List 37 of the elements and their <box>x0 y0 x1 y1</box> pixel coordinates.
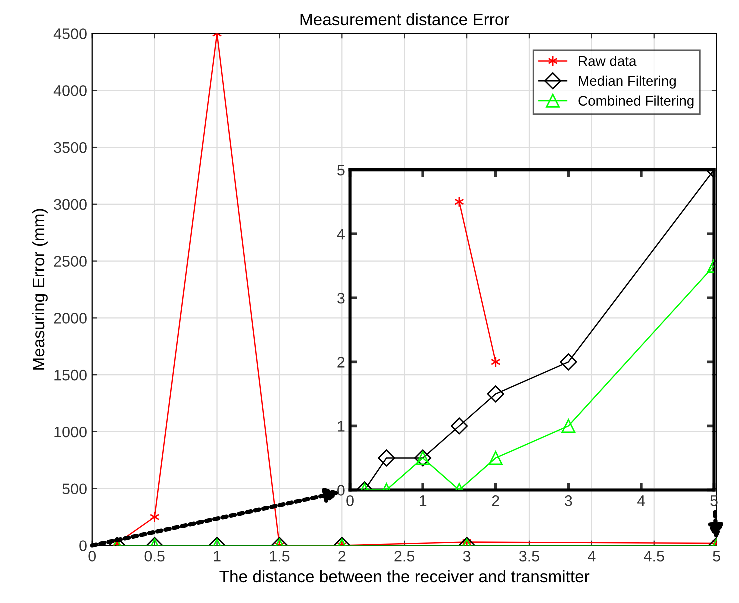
y-tick-label: 3 <box>338 292 345 304</box>
x-tick-label: 2 <box>492 496 500 506</box>
x-tick-label: 3 <box>463 550 471 562</box>
y-tick-label: 5 <box>338 165 345 176</box>
x-tick-label: 1 <box>420 496 427 506</box>
y-tick-label: 4500 <box>54 28 87 40</box>
x-tick-label: 4.5 <box>644 551 664 562</box>
x-tick-label: 2.5 <box>394 550 415 562</box>
y-tick-label: 0 <box>80 540 87 552</box>
x-tick-label: 1 <box>214 551 221 562</box>
y-tick-label: 2 <box>338 357 345 368</box>
x-tick-label: 3 <box>564 496 572 506</box>
y-tick-label: 1000 <box>54 426 87 438</box>
y-tick-label: 4000 <box>54 86 87 96</box>
x-tick-label: 0 <box>346 496 354 506</box>
x-tick-label: 5 <box>713 551 720 562</box>
legend-label: Median Filtering <box>579 76 676 89</box>
y-axis-title: Measuring Error (mm) <box>32 209 48 370</box>
x-tick-label: 4 <box>638 496 646 506</box>
y-tick-label: 0 <box>338 485 345 496</box>
x-axis-title: The distance between the receiver and transmitter <box>220 570 590 583</box>
y-tick-label: 2500 <box>54 256 87 267</box>
y-tick-label: 1 <box>338 421 345 432</box>
x-tick-label: 0 <box>88 550 96 562</box>
x-tick-label: 3.5 <box>519 550 540 562</box>
legend-label: Combined Filtering <box>578 96 694 109</box>
y-tick-label: 4 <box>337 229 345 240</box>
y-tick-label: 1500 <box>54 370 87 381</box>
y-tick-label: 3000 <box>54 199 87 210</box>
y-tick-label: 3500 <box>54 142 87 154</box>
x-tick-label: 0.5 <box>144 550 165 562</box>
x-tick-label: 1.5 <box>270 551 290 562</box>
chart-title: Measurement distance Error <box>300 13 510 26</box>
y-tick-label: 500 <box>62 484 87 495</box>
x-tick-label: 4 <box>588 551 596 562</box>
legend-label: Raw data <box>579 56 637 66</box>
y-tick-label: 2000 <box>54 313 87 324</box>
